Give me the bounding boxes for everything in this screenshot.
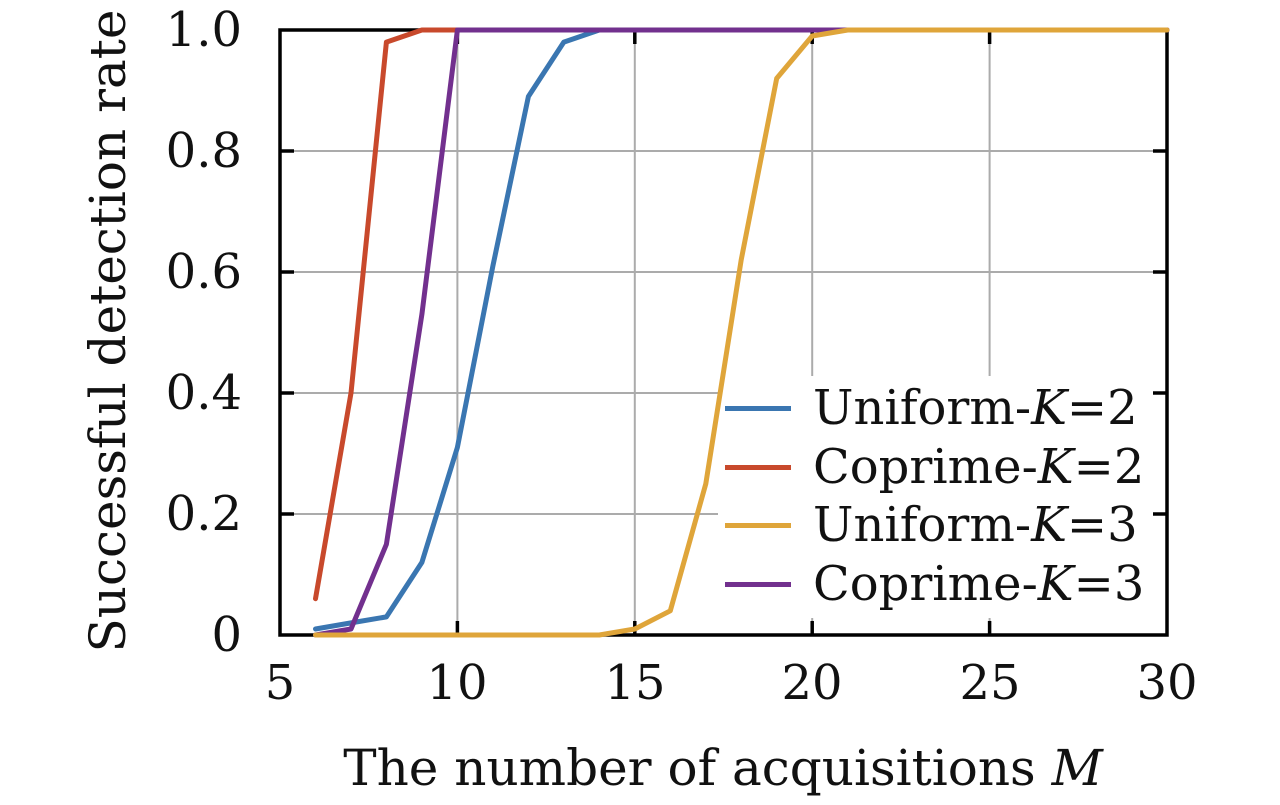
y-tick-label-0.2: 0.2: [165, 486, 242, 542]
legend-item-uniform-k3: Uniform-K=3: [725, 500, 1138, 550]
x-axis-title-variable: M: [1051, 739, 1103, 797]
y-axis-title: Successful detection rate: [79, 9, 137, 653]
y-tick-label-1.0: 1.0: [165, 2, 242, 58]
y-tick-label-0.8: 0.8: [165, 123, 242, 179]
x-tick-label-30: 30: [1136, 655, 1198, 711]
legend-item-coprime-k3: Coprime-K=3: [725, 559, 1144, 609]
y-tick-label-0.6: 0.6: [165, 244, 242, 300]
x-axis-title: The number of acquisitions M: [343, 741, 1103, 795]
x-tick-label-5: 5: [264, 655, 296, 711]
legend-swatch-uniform-k3: [725, 522, 791, 528]
y-tick-label-0.4: 0.4: [165, 365, 242, 421]
legend-swatch-uniform-k2: [725, 405, 791, 411]
legend-label-uniform-k3: Uniform-K=3: [813, 497, 1138, 553]
x-tick-label-25: 25: [959, 655, 1021, 711]
legend-label-coprime-k3: Coprime-K=3: [813, 556, 1145, 612]
legend-swatch-coprime-k3: [725, 581, 791, 587]
x-tick-label-20: 20: [781, 655, 843, 711]
x-tick-label-15: 15: [604, 655, 666, 711]
legend-item-uniform-k2: Uniform-K=2: [725, 383, 1138, 433]
series-line-uniform-k-3: [313, 27, 1170, 638]
legend-item-coprime-k2: Coprime-K=2: [725, 442, 1144, 492]
x-tick-label-10: 10: [426, 655, 488, 711]
y-tick-label-0: 0: [211, 607, 242, 663]
legend-label-uniform-k2: Uniform-K=2: [813, 380, 1138, 436]
legend-background: [718, 376, 1170, 618]
x-axis-title-text: The number of acquisitions: [343, 739, 1052, 797]
legend-label-coprime-k2: Coprime-K=2: [813, 439, 1145, 495]
legend-swatch-coprime-k2: [725, 464, 791, 470]
